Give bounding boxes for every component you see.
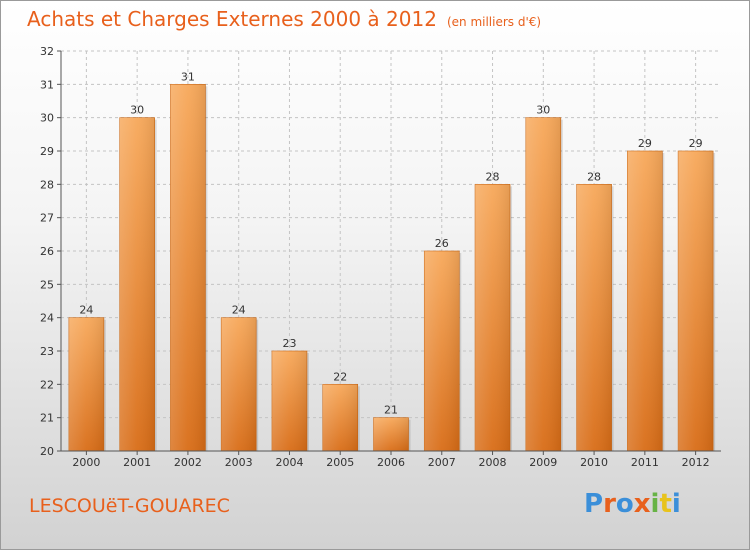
- y-tick-label: 26: [40, 245, 54, 258]
- bar-shine: [322, 384, 358, 451]
- data-label: 30: [536, 104, 550, 117]
- x-tick-label: 2011: [631, 456, 659, 469]
- y-tick-label: 24: [40, 312, 54, 325]
- x-tick-label: 2004: [275, 456, 303, 469]
- data-label: 24: [79, 304, 93, 317]
- grid-lines: [61, 50, 721, 452]
- chart-title: Achats et Charges Externes 2000 à 2012 (e…: [27, 7, 541, 31]
- logo-letter: x: [633, 489, 651, 519]
- bar-shine: [627, 151, 663, 451]
- bar-shine: [678, 151, 714, 451]
- proxiti-logo: Proxiti: [584, 489, 681, 519]
- data-label: 29: [638, 137, 652, 150]
- x-tick-label: 2008: [479, 456, 507, 469]
- y-tick-label: 25: [40, 278, 54, 291]
- bar-shine: [475, 184, 511, 452]
- bar-shine: [271, 351, 307, 451]
- data-label: 22: [333, 370, 347, 383]
- chart-unit: (en milliers d'€): [446, 15, 542, 29]
- y-tick-label: 23: [40, 345, 54, 358]
- x-tick-label: 2006: [377, 456, 405, 469]
- x-tick-label: 2007: [428, 456, 456, 469]
- bar-shine: [170, 84, 206, 451]
- y-tick-label: 27: [40, 212, 54, 225]
- logo-letter: i: [671, 489, 681, 519]
- x-tick-label: 2012: [682, 456, 710, 469]
- data-label: 26: [435, 237, 449, 250]
- x-tick-label: 2009: [529, 456, 557, 469]
- x-tick-label: 2001: [123, 456, 151, 469]
- y-tick-label: 20: [40, 445, 54, 458]
- bar-shine: [68, 317, 104, 451]
- bar-shine: [424, 251, 460, 451]
- x-tick-label: 2005: [326, 456, 354, 469]
- data-label: 21: [384, 404, 398, 417]
- bar-shine: [576, 184, 612, 452]
- data-label: 31: [181, 70, 195, 83]
- x-tick-label: 2000: [72, 456, 100, 469]
- data-label: 23: [282, 337, 296, 350]
- bar-shine: [373, 417, 409, 451]
- logo-letter: i: [650, 489, 660, 519]
- bars-group: 24 30 31 24 23 22 21 26 28 30 28 29 29: [68, 70, 716, 452]
- y-tick-label: 22: [40, 378, 54, 391]
- x-tick-label: 2003: [225, 456, 253, 469]
- x-tick-label: 2002: [174, 456, 202, 469]
- y-tick-label: 30: [40, 112, 54, 125]
- data-label: 28: [587, 170, 601, 183]
- data-label: 24: [232, 304, 246, 317]
- logo-letter: r: [603, 489, 616, 519]
- data-label: 28: [486, 170, 500, 183]
- y-tick-label: 31: [40, 78, 54, 91]
- y-tick-label: 29: [40, 145, 54, 158]
- commune-name: LESCOUëT-GOUAREC: [29, 495, 230, 517]
- data-label: 29: [689, 137, 703, 150]
- y-tick-label: 21: [40, 412, 54, 425]
- y-tick-label: 28: [40, 178, 54, 191]
- bar-shine: [221, 317, 257, 451]
- bar-shine: [525, 117, 561, 452]
- x-tick-label: 2010: [580, 456, 608, 469]
- logo-letter: P: [584, 489, 604, 519]
- y-tick-label: 32: [40, 45, 54, 58]
- logo-letter: t: [659, 489, 672, 519]
- axes: 20 21 22 23 24 25 26 27 28 29 30 31 32 2000 2001 2002 20…: [40, 45, 721, 469]
- logo-letter: o: [615, 489, 634, 519]
- chart-title-text: Achats et Charges Externes 2000 à 2012: [27, 7, 437, 31]
- data-label: 30: [130, 104, 144, 117]
- bar-shine: [119, 117, 155, 452]
